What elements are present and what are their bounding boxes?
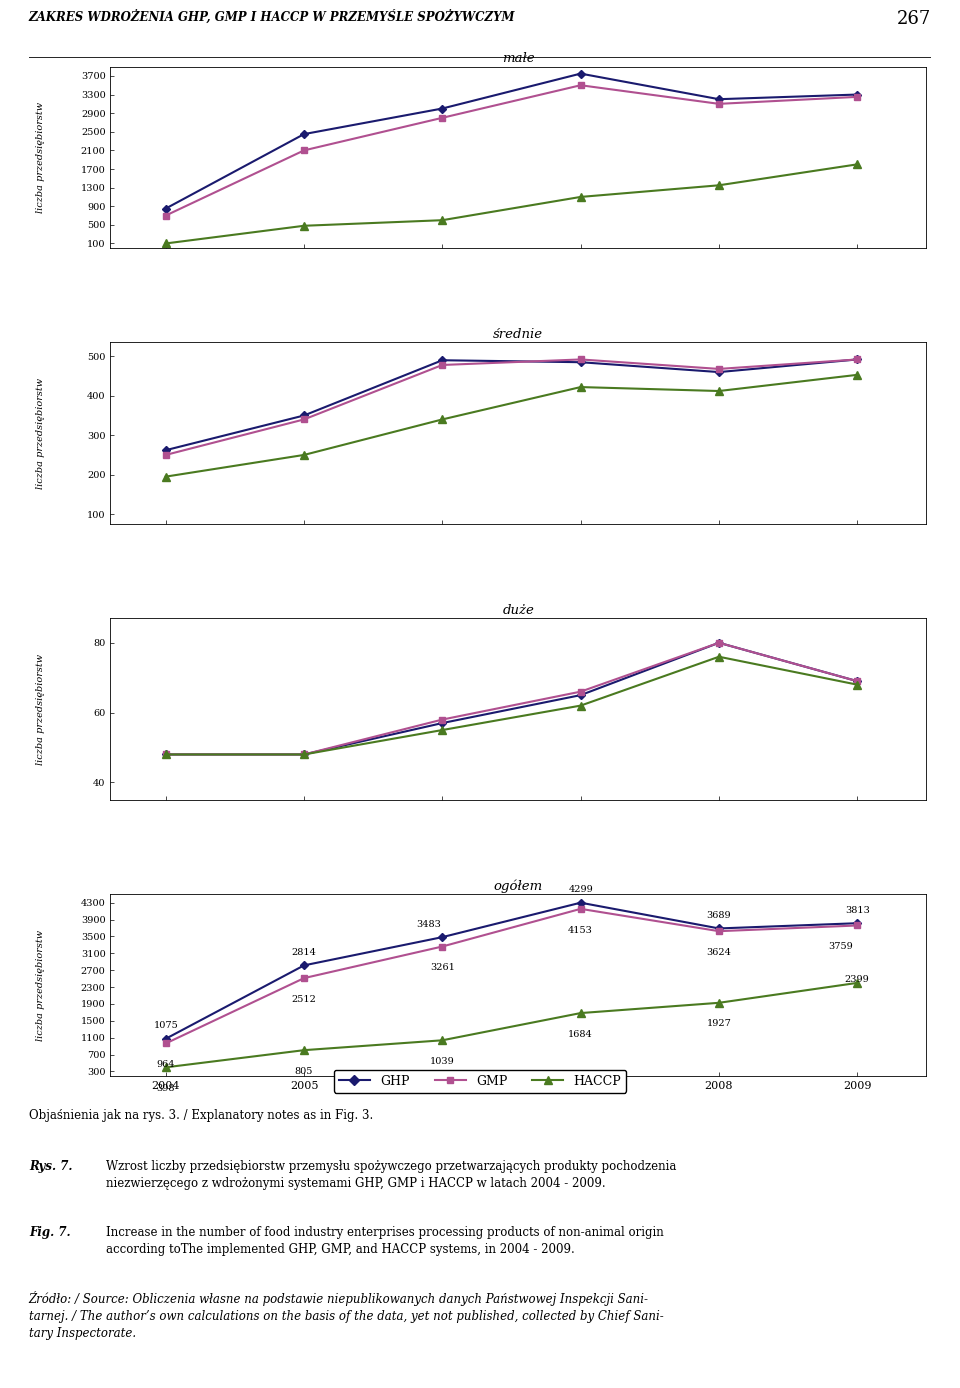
Text: Wzrost liczby przedsiębiorstw przemysłu spożywczego przetwarzających produkty po: Wzrost liczby przedsiębiorstw przemysłu …: [106, 1160, 676, 1191]
Title: ogółem: ogółem: [493, 880, 543, 892]
Text: Rys. 7.: Rys. 7.: [29, 1160, 72, 1173]
Y-axis label: liczba przedsiębiorstw: liczba przedsiębiorstw: [36, 101, 45, 212]
Title: duże: duże: [502, 604, 535, 618]
Text: 3483: 3483: [416, 920, 441, 929]
Text: Fig. 7.: Fig. 7.: [29, 1226, 70, 1239]
Text: Objaśnienia jak na rys. 3. / Explanatory notes as in Fig. 3.: Objaśnienia jak na rys. 3. / Explanatory…: [29, 1109, 373, 1122]
Legend: GHP, GMP, HACCP: GHP, GMP, HACCP: [334, 1070, 626, 1092]
Text: 4299: 4299: [568, 886, 593, 894]
Text: Źródło: / Source: Obliczenia własne na podstawie niepublikowanych danych Państwo: Źródło: / Source: Obliczenia własne na p…: [29, 1291, 663, 1341]
Text: 805: 805: [295, 1067, 313, 1076]
Title: średnie: średnie: [493, 329, 543, 341]
Text: ZAKRES WDROŻENIA GHP, GMP I HACCP W PRZEMYŚLE SPOŻYWCZYM: ZAKRES WDROŻENIA GHP, GMP I HACCP W PRZE…: [29, 10, 516, 24]
Text: 3813: 3813: [845, 906, 870, 915]
Text: 3689: 3689: [707, 911, 732, 920]
Text: 1039: 1039: [430, 1056, 455, 1066]
Text: 964: 964: [156, 1060, 175, 1069]
Text: Increase in the number of food industry enterprises processing products of non-a: Increase in the number of food industry …: [106, 1226, 663, 1256]
Y-axis label: liczba przedsiębiorstw: liczba przedsiębiorstw: [36, 654, 45, 765]
Text: 4153: 4153: [568, 926, 593, 934]
Text: 2814: 2814: [292, 948, 317, 958]
Text: 1075: 1075: [154, 1022, 179, 1030]
Y-axis label: liczba przedsiębiorstw: liczba przedsiębiorstw: [36, 930, 45, 1041]
Text: 1927: 1927: [707, 1019, 732, 1029]
Text: 2512: 2512: [292, 995, 317, 1004]
Title: małe: małe: [502, 53, 535, 65]
Text: 3759: 3759: [828, 942, 852, 951]
Text: 2399: 2399: [845, 974, 870, 984]
Text: 1684: 1684: [568, 1030, 593, 1038]
Text: 3261: 3261: [430, 963, 455, 972]
Text: 3624: 3624: [707, 948, 732, 956]
Text: 398: 398: [156, 1084, 175, 1092]
Y-axis label: liczba przedsiębiorstw: liczba przedsiębiorstw: [36, 378, 45, 489]
Text: 267: 267: [897, 10, 931, 28]
